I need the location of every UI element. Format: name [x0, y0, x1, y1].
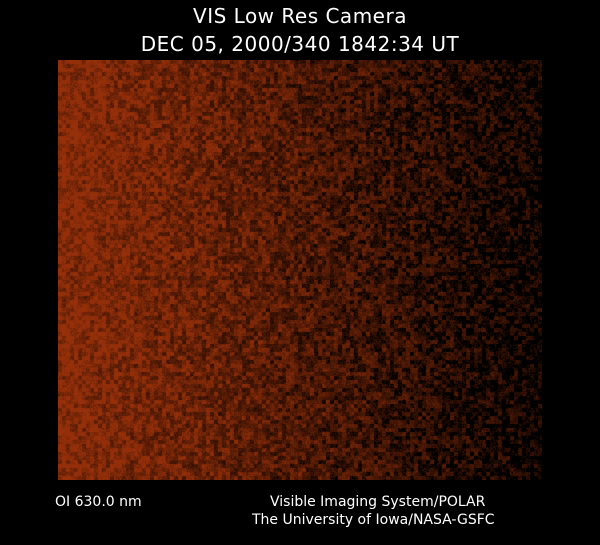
- credit-line-2: The University of Iowa/NASA-GSFC: [252, 512, 495, 528]
- image-title: VIS Low Res Camera: [193, 4, 407, 28]
- timestamp: DEC 05, 2000/340 1842:34 UT: [140, 32, 460, 56]
- wavelength-label: OI 630.0 nm: [55, 494, 142, 510]
- camera-image: [58, 60, 542, 480]
- credit-line-1: Visible Imaging System/POLAR: [270, 494, 486, 510]
